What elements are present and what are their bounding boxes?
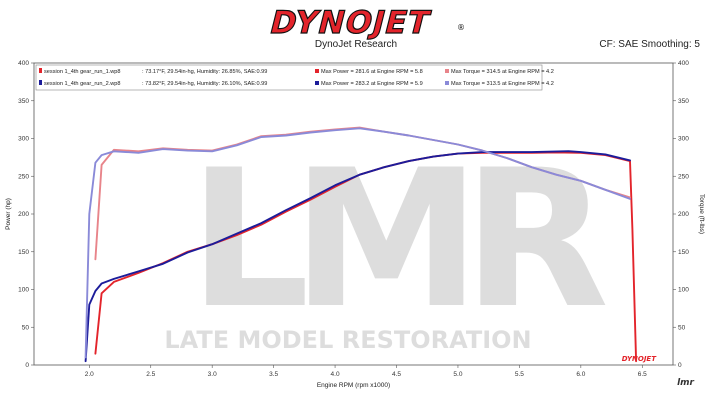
dynojet-logo: DYNOJET ® — [266, 5, 465, 40]
y2-tick-label: 50 — [678, 324, 686, 331]
y2-tick-label: 0 — [678, 362, 682, 369]
legend-power-run1: Max Power = 281.6 at Engine RPM = 5.8 — [321, 69, 423, 75]
legend-swatch-run1 — [39, 68, 42, 73]
plot-area — [33, 62, 674, 366]
footer-dynojet-logo: DYNOJET — [622, 355, 658, 363]
legend: session 1_4th gear_run_1.wp8 : 73.17°F, … — [35, 64, 554, 91]
watermark-text: LATE MODEL RESTORATION — [164, 326, 531, 354]
y-tick-label: 200 — [18, 211, 29, 218]
x-tick-label: 3.0 — [208, 371, 217, 378]
y2-tick-label: 250 — [678, 173, 689, 180]
y2-tick-label: 200 — [678, 211, 689, 218]
y2-tick-label: 350 — [678, 98, 689, 105]
y-tick-label: 150 — [18, 249, 29, 256]
x-tick-label: 2.5 — [146, 371, 155, 378]
y2-tick-label: 300 — [678, 136, 689, 143]
y2-tick-label: 100 — [678, 287, 689, 294]
y-tick-label: 50 — [22, 324, 30, 331]
legend-torque-swatch-run1 — [445, 69, 449, 73]
x-axis-title: Engine RPM (rpm x1000) — [317, 382, 390, 389]
y2-tick-label: 400 — [678, 60, 689, 67]
y-tick-label: 300 — [18, 136, 29, 143]
x-tick-label: 5.0 — [453, 371, 462, 378]
x-tick-label: 6.0 — [576, 371, 585, 378]
y-tick-label: 350 — [18, 98, 29, 105]
legend-power-swatch-run2 — [315, 81, 319, 85]
legend-torque-run1: Max Torque = 314.5 at Engine RPM = 4.2 — [451, 69, 554, 75]
y-axis-title: Power (hp) — [5, 198, 12, 230]
y-tick-label: 250 — [18, 173, 29, 180]
axes: 2.0 2.5 3.0 3.5 4.0 4.5 5.0 5.5 6.0 6.5 0 0 50 50 100 1… — [5, 60, 705, 389]
legend-power-run2: Max Power = 283.2 at Engine RPM = 5.9 — [321, 81, 423, 87]
legend-swatch-run2 — [39, 80, 42, 85]
legend-torque-swatch-run2 — [445, 81, 449, 85]
lmr-corner-mark: lmr — [677, 378, 694, 388]
legend-box — [35, 64, 543, 91]
chart-subtitle: DynoJet Research — [314, 39, 398, 50]
legend-file-run2: session 1_4th gear_run_2.wp8 — [44, 81, 121, 87]
x-tick-label: 4.0 — [331, 371, 340, 378]
dynojet-logo-text: DYNOJET — [266, 5, 434, 40]
x-tick-label: 5.5 — [515, 371, 524, 378]
correction-factor-label: CF: SAE Smoothing: 5 — [599, 39, 700, 50]
y-tick-label: 400 — [18, 60, 29, 67]
y2-axis-title: Torque (ft-lbs) — [698, 194, 705, 234]
x-tick-label: 2.0 — [85, 371, 94, 378]
registered-mark: ® — [457, 23, 465, 32]
legend-conditions-run1: : 73.17°F, 29.54in-hg, Humidity: 26.85%,… — [142, 69, 267, 75]
series-layer — [84, 126, 638, 363]
legend-torque-run2: Max Torque = 313.5 at Engine RPM = 4.2 — [451, 81, 554, 87]
legend-file-run1: session 1_4th gear_run_1.wp8 — [44, 69, 121, 75]
x-tick-label: 6.5 — [638, 371, 647, 378]
watermark: LMR LATE MODEL RESTORATION — [164, 129, 624, 354]
x-tick-label: 3.5 — [269, 371, 278, 378]
legend-conditions-run2: : 73.82°F, 29.54in-hg, Humidity: 26.10%,… — [142, 81, 267, 87]
run2-torque-line — [84, 127, 631, 359]
y-tick-label: 100 — [18, 287, 29, 294]
run2-power-line — [84, 150, 631, 363]
y-tick-label: 0 — [25, 362, 29, 369]
y2-tick-label: 150 — [678, 249, 689, 256]
legend-power-swatch-run1 — [315, 69, 319, 73]
x-tick-label: 4.5 — [392, 371, 401, 378]
dyno-chart: LMR LATE MODEL RESTORATION 2.0 2.5 3.0 3.5 4… — [5, 60, 705, 389]
watermark-monogram: LMR — [189, 129, 606, 350]
